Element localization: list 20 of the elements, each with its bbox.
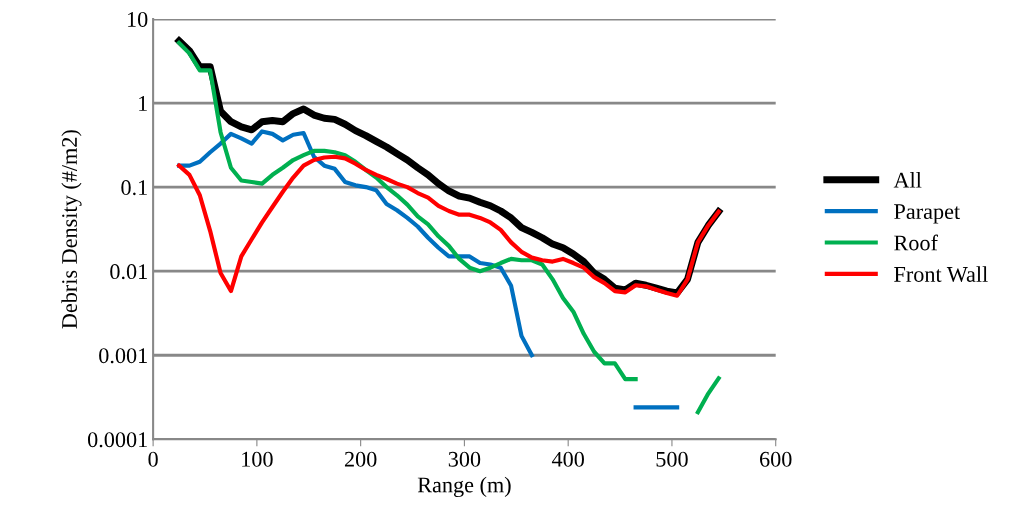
y-tick-label: 0.01: [110, 264, 147, 280]
legend-label: All: [893, 172, 922, 188]
y-tick-label: 0.0001: [87, 432, 147, 448]
y-tick-label: 10: [127, 11, 148, 27]
legend-label: Front Wall: [894, 266, 988, 282]
legend-label: Roof: [894, 234, 938, 251]
line-series: [176, 154, 721, 298]
x-tick-label: 500: [656, 451, 688, 467]
x-tick-label: 300: [448, 451, 481, 467]
y-tick-label: 0.001: [99, 348, 147, 364]
x-axis-title: Range (m): [417, 476, 511, 498]
legend-label: Parapet: [894, 204, 961, 224]
y-axis-title: Debris Density (#/m2): [61, 130, 82, 329]
y-tick-label: 1: [139, 96, 147, 111]
x-tick-label: 0: [148, 451, 158, 467]
x-tick-label: 600: [760, 451, 792, 467]
x-tick-label: 100: [242, 451, 273, 467]
x-tick-label: 400: [551, 451, 584, 467]
x-tick-label: 200: [344, 451, 377, 467]
y-tick-label: 0.1: [121, 180, 147, 196]
